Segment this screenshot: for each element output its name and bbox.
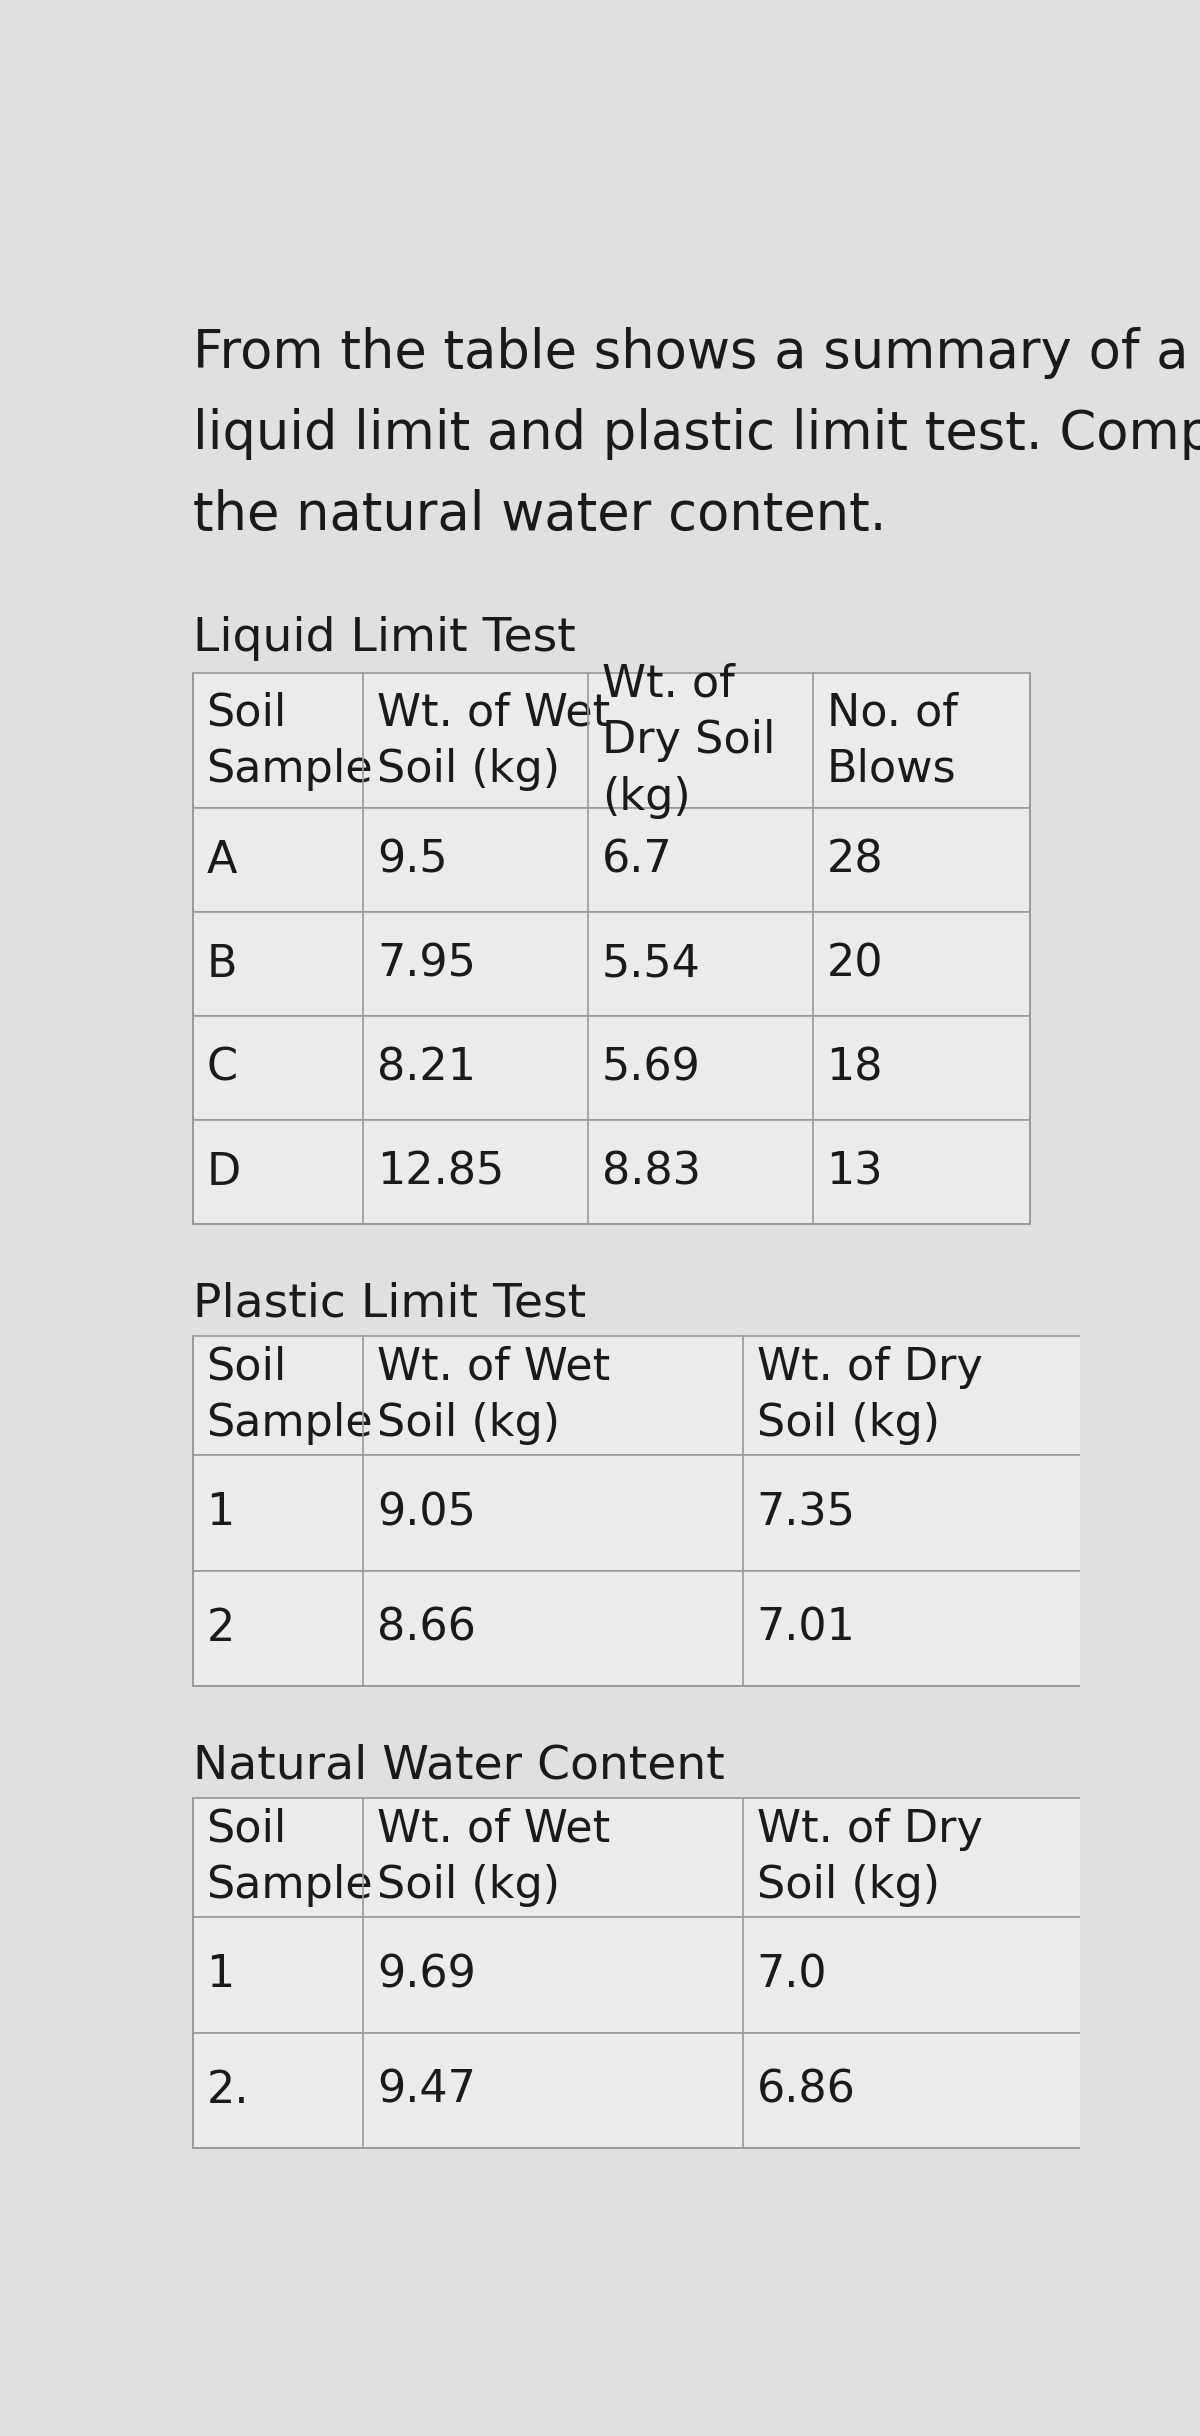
Text: Wt. of Dry
Soil (kg): Wt. of Dry Soil (kg) (757, 1808, 983, 1907)
Text: 2.: 2. (206, 2068, 250, 2112)
Text: 28: 28 (827, 838, 883, 882)
Text: 9.05: 9.05 (377, 1491, 476, 1535)
Bar (193, 1335, 1108, 1454)
Text: 9.69: 9.69 (377, 1954, 476, 1995)
Text: 7.95: 7.95 (377, 943, 476, 987)
Text: 7.0: 7.0 (757, 1954, 828, 1995)
Text: 8.66: 8.66 (377, 1608, 476, 1649)
Text: 1: 1 (206, 1491, 235, 1535)
Text: 9.47: 9.47 (377, 2068, 476, 2112)
Text: Wt. of Wet
Soil (kg): Wt. of Wet Soil (kg) (377, 1808, 611, 1907)
Text: 8.83: 8.83 (602, 1150, 701, 1194)
Bar (193, 911, 1030, 1016)
Text: 7.35: 7.35 (757, 1491, 856, 1535)
Bar (193, 1917, 1108, 2032)
Text: B: B (206, 943, 238, 987)
Text: Wt. of Wet
Soil (kg): Wt. of Wet Soil (kg) (377, 692, 611, 792)
Text: Wt. of
Dry Soil
(kg): Wt. of Dry Soil (kg) (602, 663, 775, 818)
Bar (193, 1571, 1108, 1686)
Bar (193, 1798, 1108, 1917)
Text: 13: 13 (827, 1150, 883, 1194)
Text: No. of
Blows: No. of Blows (827, 692, 958, 792)
Bar (193, 1016, 1030, 1121)
Text: 5.54: 5.54 (602, 943, 701, 987)
Text: 20: 20 (827, 943, 883, 987)
Text: A: A (206, 838, 238, 882)
Text: 2: 2 (206, 1608, 235, 1649)
Text: Wt. of Dry
Soil (kg): Wt. of Dry Soil (kg) (757, 1345, 983, 1445)
Text: 5.69: 5.69 (602, 1047, 701, 1089)
Text: Plastic Limit Test: Plastic Limit Test (193, 1281, 586, 1328)
Bar (193, 1121, 1030, 1223)
Bar (193, 809, 1030, 911)
Text: 9.5: 9.5 (377, 838, 448, 882)
Text: From the table shows a summary of a: From the table shows a summary of a (193, 326, 1188, 380)
Text: liquid limit and plastic limit test. Compute: liquid limit and plastic limit test. Com… (193, 407, 1200, 460)
Bar (193, 1454, 1108, 1571)
Bar (193, 672, 1030, 809)
Text: 6.7: 6.7 (602, 838, 672, 882)
Text: 18: 18 (827, 1047, 883, 1089)
Text: Natural Water Content: Natural Water Content (193, 1744, 725, 1788)
Text: Liquid Limit Test: Liquid Limit Test (193, 616, 575, 660)
Text: Soil
Sample: Soil Sample (206, 692, 373, 792)
Text: 8.21: 8.21 (377, 1047, 476, 1089)
Text: the natural water content.: the natural water content. (193, 490, 886, 541)
Text: 12.85: 12.85 (377, 1150, 504, 1194)
Text: C: C (206, 1047, 238, 1089)
Text: 7.01: 7.01 (757, 1608, 856, 1649)
Text: Soil
Sample: Soil Sample (206, 1345, 373, 1445)
Text: 6.86: 6.86 (757, 2068, 856, 2112)
Text: Soil
Sample: Soil Sample (206, 1808, 373, 1907)
Text: D: D (206, 1150, 241, 1194)
Text: Wt. of Wet
Soil (kg): Wt. of Wet Soil (kg) (377, 1345, 611, 1445)
Text: 1: 1 (206, 1954, 235, 1995)
Bar (193, 2032, 1108, 2149)
